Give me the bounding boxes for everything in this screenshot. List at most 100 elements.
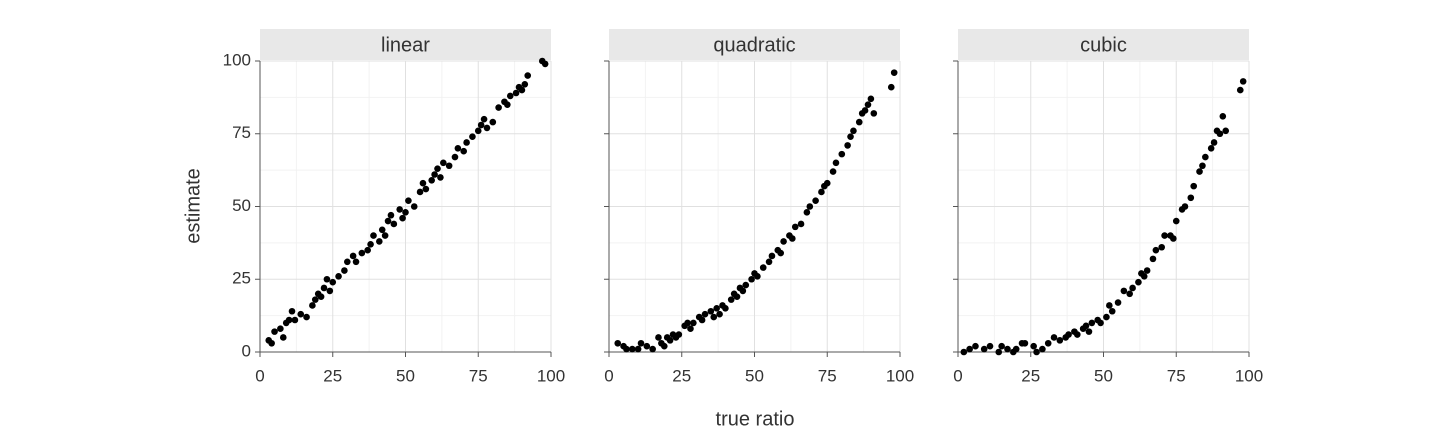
point [1044, 339, 1052, 347]
point [864, 101, 872, 108]
point [1202, 153, 1209, 161]
point [838, 150, 846, 158]
point [855, 118, 863, 126]
point [344, 258, 351, 266]
point [890, 69, 898, 76]
x-tick-label: 0 [953, 366, 962, 385]
point [358, 249, 366, 257]
point [829, 168, 837, 175]
point [370, 232, 377, 239]
point [1181, 203, 1189, 210]
strip [958, 29, 1249, 60]
x-tick-label: 75 [469, 366, 488, 385]
point [1222, 127, 1230, 135]
point [387, 211, 395, 219]
point [812, 197, 819, 204]
point [445, 162, 453, 170]
point [998, 342, 1005, 350]
point [637, 339, 645, 347]
point [722, 305, 729, 312]
y-tick-label: 0 [242, 341, 251, 360]
point [1170, 235, 1177, 242]
point [1187, 194, 1195, 202]
x-tick-label: 25 [323, 366, 342, 385]
point [410, 203, 418, 210]
point [687, 325, 694, 333]
point [806, 203, 814, 210]
point [861, 107, 869, 114]
point [748, 275, 755, 283]
x-tick-label: 25 [672, 366, 691, 385]
point [847, 133, 854, 140]
point [716, 310, 723, 318]
point [297, 310, 305, 318]
point [850, 127, 857, 135]
point [1236, 86, 1244, 94]
point [1065, 331, 1072, 338]
point [1056, 337, 1064, 344]
point [378, 226, 386, 234]
point [986, 342, 994, 350]
point [701, 310, 709, 318]
point [870, 110, 878, 117]
point [1074, 331, 1081, 338]
point [437, 174, 444, 181]
point [454, 145, 462, 152]
point [791, 223, 799, 231]
point [489, 118, 497, 126]
point [1030, 342, 1037, 350]
point [518, 86, 526, 94]
point [844, 142, 851, 149]
point [759, 264, 767, 271]
point [1097, 319, 1104, 327]
point [428, 177, 435, 184]
point [512, 89, 520, 97]
point [972, 342, 979, 350]
point [707, 307, 715, 315]
point [1135, 278, 1142, 286]
point [460, 147, 468, 155]
point [405, 197, 412, 204]
point [285, 316, 293, 324]
point [434, 165, 441, 172]
point [1012, 345, 1020, 353]
point [1114, 299, 1122, 306]
point [1004, 345, 1011, 353]
point [277, 325, 284, 333]
x-tick-label: 100 [886, 366, 914, 385]
point [768, 252, 776, 260]
point [690, 319, 697, 327]
point [1106, 302, 1113, 309]
point [416, 188, 424, 196]
point [1152, 246, 1160, 254]
point [1219, 112, 1227, 120]
x-tick-label: 75 [818, 366, 837, 385]
point [1088, 319, 1096, 327]
point [477, 121, 485, 129]
point [399, 214, 406, 222]
panel-title: cubic [1080, 34, 1127, 56]
x-tick-label: 75 [1167, 366, 1186, 385]
point [777, 249, 784, 257]
point [291, 316, 299, 324]
point [684, 319, 691, 327]
point [451, 153, 459, 161]
point [1085, 328, 1093, 335]
x-axis-label: true ratio [716, 408, 795, 430]
point [431, 171, 438, 178]
point [419, 179, 427, 187]
point [634, 345, 642, 353]
point [1172, 217, 1180, 225]
point [727, 296, 735, 303]
point [780, 238, 787, 245]
point [887, 83, 895, 91]
point [341, 267, 348, 274]
point [980, 345, 988, 353]
point [1140, 273, 1148, 280]
point [1207, 145, 1215, 152]
point [364, 246, 371, 254]
y-tick-label: 100 [223, 50, 251, 69]
point [541, 60, 549, 68]
point [311, 296, 319, 303]
